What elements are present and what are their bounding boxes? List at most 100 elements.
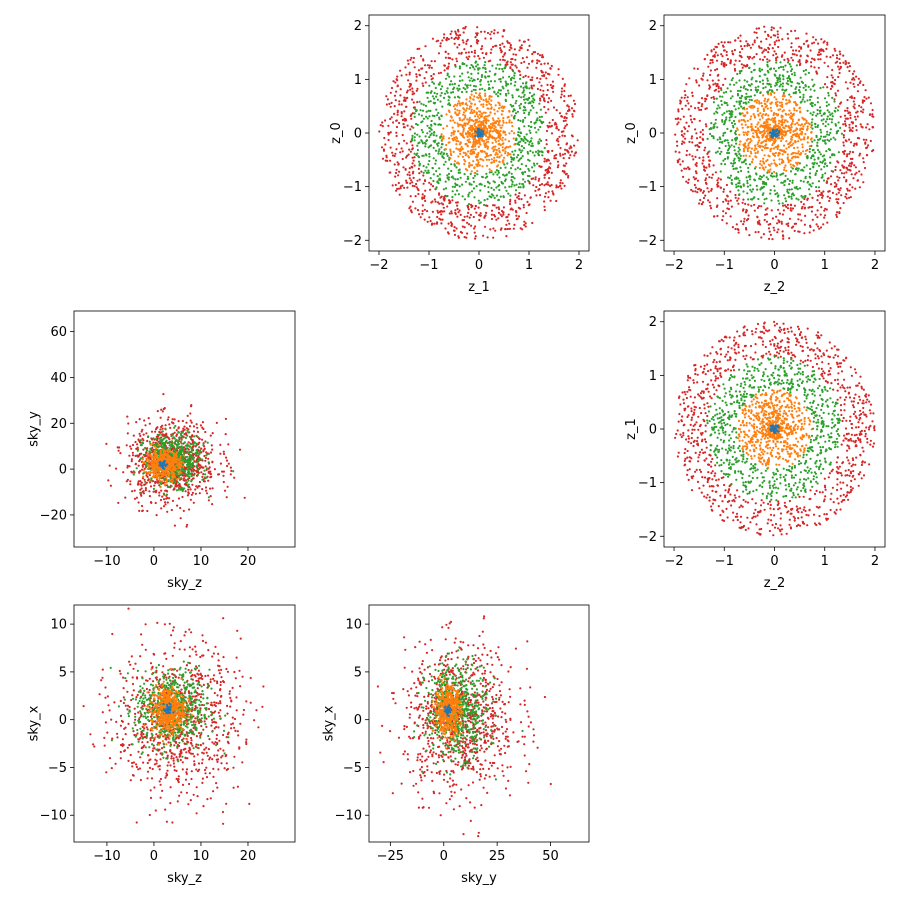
scatter-point [556,137,559,140]
scatter-point [521,82,525,85]
scatter-point [706,94,709,97]
scatter-point [465,64,468,67]
scatter-point [512,77,516,80]
scatter-point [563,116,567,119]
scatter-point [857,77,861,80]
scatter-point [480,97,483,100]
scatter-point [505,173,508,176]
scatter-point [415,186,418,189]
scatter-point [788,237,791,240]
scatter-point [833,82,836,86]
scatter-point [836,160,839,163]
scatter-point [396,111,399,114]
scatter-point [727,176,730,179]
scatter-point [773,189,776,192]
scatter-point [523,93,526,96]
scatter-point [461,195,464,198]
scatter-point [468,79,471,82]
scatter-point [760,164,763,167]
scatter-point [768,43,771,46]
scatter-point [463,48,466,51]
scatter-point [780,135,784,138]
scatter-point [558,185,562,188]
scatter-point [497,185,500,188]
scatter-point [853,142,856,145]
scatter-point [499,195,502,198]
scatter-point [787,59,790,62]
scatter-point [469,128,472,131]
scatter-point [561,182,564,185]
scatter-point [758,67,761,70]
scatter-point [674,117,677,120]
scatter-point [755,173,758,176]
scatter-point [765,120,768,123]
scatter-point [474,205,477,208]
scatter-point [528,44,531,48]
scatter-point [834,92,837,95]
scatter-point [411,87,414,90]
scatter-point [800,123,804,126]
scatter-point [457,235,460,238]
scatter-point [801,143,804,146]
scatter-point [453,130,456,133]
scatter-points [105,393,246,528]
scatter-point [535,66,538,69]
scatter-point [848,189,851,192]
scatter-point [569,94,572,97]
scatter-point [701,78,704,81]
scatter-point [540,165,543,168]
scatter-point [737,146,740,149]
scatter-point [836,109,840,112]
scatter-point [457,130,460,133]
scatter-point [418,47,421,50]
scatter-point [550,124,554,127]
scatter-point [806,136,810,139]
scatter-point [762,113,765,116]
scatter-point [457,211,460,214]
scatter-point [126,432,129,435]
scatter-point [508,119,511,122]
scatter-point [802,169,805,172]
scatter-point [532,84,536,87]
scatter-point [746,88,749,91]
scatter-point [759,91,762,94]
scatter-point [470,72,473,75]
scatter-point [531,76,534,79]
scatter-point [722,132,725,135]
scatter-point [850,96,854,99]
scatter-point [198,441,201,444]
scatter-point [771,217,775,220]
scatter-point [461,62,464,65]
scatter-point [788,217,792,220]
scatter-point [798,60,801,64]
scatter-point [479,110,482,113]
scatter-point [438,217,441,220]
scatter-point [456,102,459,105]
scatter-point [415,79,418,82]
scatter-point [750,147,754,150]
scatter-point [395,134,398,138]
scatter-point [744,142,747,145]
scatter-point [762,233,766,236]
scatter-point [484,111,487,114]
scatter-point [488,195,491,198]
scatter-point [778,74,781,77]
scatter-point [494,145,497,148]
scatter-point [797,123,800,126]
scatter-point [456,95,460,98]
scatter-point [784,174,787,177]
scatter-point [548,166,551,169]
scatter-point [474,148,477,151]
scatter-point [450,131,453,135]
scatter-point [405,156,408,159]
scatter-point [686,130,689,133]
scatter-point [515,138,518,141]
scatter-point [563,95,566,98]
scatter-point [834,124,838,127]
scatter-point [491,126,494,129]
scatter-point [506,116,509,119]
scatter-point [467,223,471,226]
scatter-point [755,90,759,93]
scatter-point [413,106,416,109]
scatter-point [695,81,698,84]
